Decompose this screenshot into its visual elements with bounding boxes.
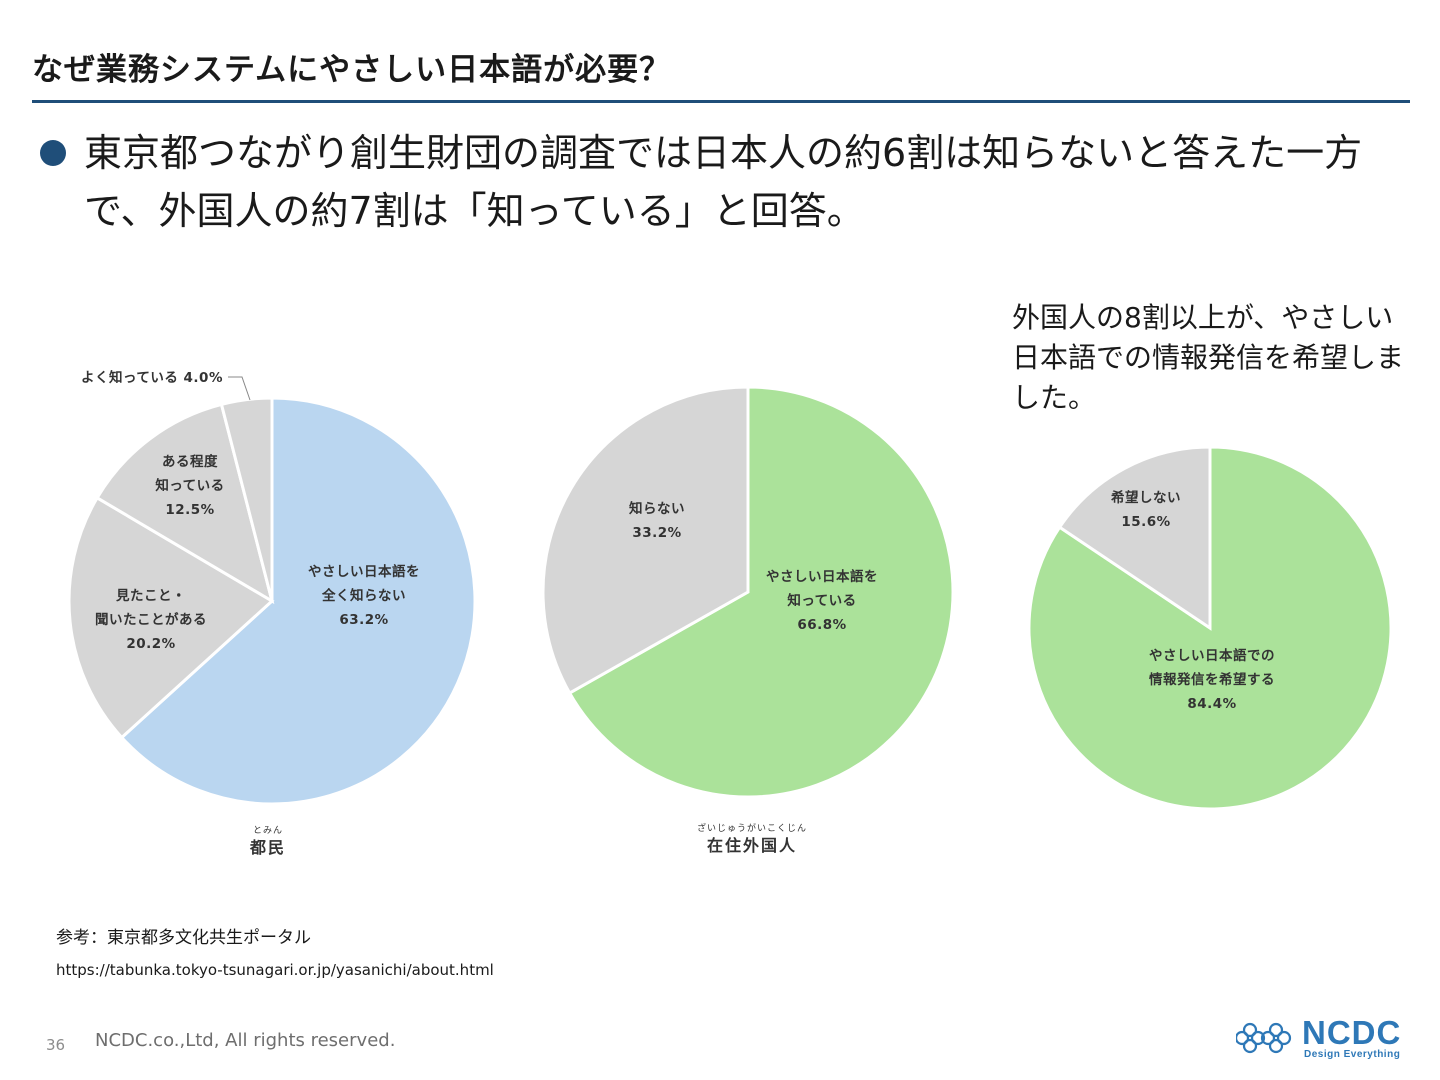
copyright-text: NCDC.co.,Ltd, All rights reserved.	[95, 1030, 396, 1051]
flower-pattern-icon	[1234, 1022, 1292, 1054]
company-logo: NCDC Design Everything	[1234, 1014, 1414, 1062]
source-url[interactable]: https://tabunka.tokyo-tsunagari.or.jp/ya…	[56, 961, 494, 979]
logo-wordmark: NCDC	[1302, 1014, 1402, 1051]
pie-2-value-0: 84.4%	[1187, 696, 1236, 712]
pie-1-slice-0	[567, 385, 955, 799]
pie-0-label-2-line-0: ある程度	[162, 453, 218, 470]
callout-text: 外国人の8割以上が、やさしい日本語での情報発信を希望しました。	[1012, 301, 1405, 414]
pie-1-label-1-line-0: 知らない	[629, 500, 685, 517]
pie-2-label-0-line-1: 情報発信を希望する	[1149, 671, 1275, 688]
pie-0-slice-0	[119, 396, 477, 806]
pie-0-label-0-line-0: やさしい日本語を	[308, 563, 420, 580]
pie-0-label-0-line-1: 全く知らない	[321, 587, 406, 604]
pie-1-value-0: 66.8%	[797, 617, 846, 633]
pie-1-slice-1	[541, 385, 750, 696]
pie-0-slice-1	[67, 495, 275, 740]
pie-0-value-2: 12.5%	[165, 502, 214, 518]
pie-1-value-1: 33.2%	[632, 525, 681, 541]
pie-0-value-1: 20.2%	[126, 636, 175, 652]
pie-2-value-1: 15.6%	[1121, 514, 1170, 530]
pie-0-slice-3	[219, 396, 274, 602]
pie-0-label-1-line-0: 見たこと・	[115, 588, 186, 604]
pie-0-leader-line-3	[228, 376, 251, 401]
pie-2-slice-1	[1057, 445, 1212, 631]
bullet-text: 東京都つながり創生財団の調査では日本人の約6割は知らないと答えた一方で、外国人の…	[84, 131, 1363, 233]
pie-0-label-3: よく知っている 4.0%	[81, 369, 223, 386]
pie-0-slice-2	[95, 402, 275, 605]
pie-1-title: 在住外国人	[707, 836, 797, 855]
title-underline	[32, 100, 1410, 103]
bullet-icon	[40, 140, 66, 166]
slide-title: なぜ業務システムにやさしい日本語が必要？	[32, 52, 672, 88]
pie-2-label-1-line-0: 希望しない	[1111, 489, 1181, 506]
pie-1-label-0-line-1: 知っている	[787, 592, 856, 609]
pie-0-label-1-line-1: 聞いたことがある	[95, 611, 207, 628]
pie-0-label-2-line-1: 知っている	[155, 477, 224, 494]
pie-2-label-0-line-0: やさしい日本語での	[1149, 647, 1275, 664]
pie-0-title-ruby: とみん	[253, 825, 283, 836]
source-label: 参考：東京都多文化共生ポータル	[56, 928, 311, 948]
pie-0-value-0: 63.2%	[339, 612, 388, 628]
pie-0-title: 都民	[249, 838, 286, 857]
logo-tagline: Design Everything	[1304, 1049, 1401, 1060]
pie-1-label-0-line-0: やさしい日本語を	[766, 568, 878, 585]
pie-1-title-ruby: ざいじゅうがいこくじん	[697, 822, 807, 834]
page-number: 36	[46, 1036, 66, 1054]
